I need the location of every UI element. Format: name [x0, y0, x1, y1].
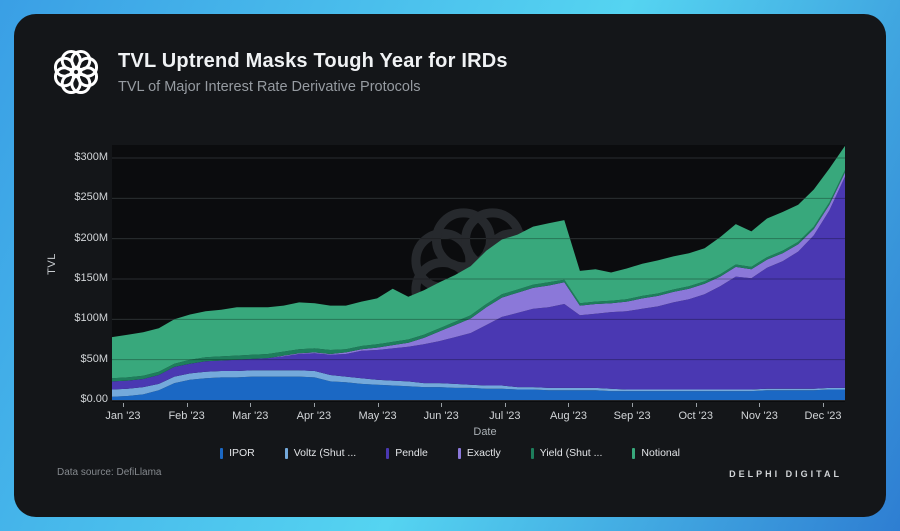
legend-label: Exactly [466, 447, 501, 459]
delphi-digital-wordmark: DELPHI DIGITAL [729, 469, 842, 479]
x-tick-label: Sep '23 [613, 410, 651, 422]
legend-marker-icon [220, 447, 224, 459]
legend-marker-icon [457, 447, 461, 459]
tvl-stacked-area-chart [112, 145, 845, 401]
y-tick-label: $150M [74, 272, 108, 284]
page-title: TVL Uptrend Masks Tough Year for IRDs [118, 49, 508, 72]
y-tick-label: $100M [74, 312, 108, 325]
legend-marker-icon [284, 447, 288, 459]
x-tick-label: Oct '23 [678, 410, 713, 422]
x-tick-mark [695, 403, 697, 407]
x-tick-mark [504, 403, 506, 407]
header: TVL Uptrend Masks Tough Year for IRDs TV… [52, 48, 508, 96]
x-axis-title: Date [473, 426, 497, 438]
legend-item-pendle: Pendle [386, 447, 428, 459]
data-source-note: Data source: DefiLlama [57, 467, 162, 478]
x-tick-label: Jul '23 [489, 410, 521, 422]
y-tick-label: $0.00 [80, 393, 108, 405]
legend-item-yield: Yield (Shut ... [530, 447, 603, 459]
legend-item-ipor: IPOR [220, 447, 255, 459]
legend-marker-icon [632, 447, 636, 459]
legend-item-voltz: Voltz (Shut ... [284, 447, 357, 459]
x-tick-mark [186, 403, 188, 407]
x-tick-mark [568, 403, 570, 407]
x-tick-mark [632, 403, 634, 407]
x-tick-mark [759, 403, 761, 407]
y-tick-label: $250M [74, 191, 108, 204]
legend-label: Yield (Shut ... [539, 447, 603, 459]
y-tick-label: $300M [74, 151, 108, 163]
plot-area [112, 145, 845, 402]
x-tick-label: May '23 [358, 410, 397, 422]
legend-item-exactly: Exactly [457, 447, 501, 459]
page-subtitle: TVL of Major Interest Rate Derivative Pr… [118, 78, 421, 95]
chart-card: TVL Uptrend Masks Tough Year for IRDs TV… [14, 14, 886, 517]
legend-label: IPOR [229, 447, 255, 459]
x-tick-mark [823, 403, 825, 407]
header-text: TVL Uptrend Masks Tough Year for IRDs TV… [118, 50, 508, 95]
legend-marker-icon [386, 447, 390, 459]
x-tick-label: Nov '23 [740, 410, 778, 422]
x-tick-label: Jun '23 [423, 410, 459, 422]
y-tick-label: $50M [80, 352, 108, 365]
x-tick-label: Aug '23 [549, 410, 587, 422]
x-tick-label: Mar '23 [232, 410, 269, 422]
x-tick-mark [250, 403, 252, 407]
x-tick-mark [313, 403, 315, 407]
legend-label: Notional [641, 447, 680, 459]
x-tick-label: Jan '23 [105, 410, 141, 422]
x-tick-label: Feb '23 [168, 410, 205, 422]
x-tick-mark [441, 403, 443, 407]
legend-label: Pendle [395, 447, 428, 459]
legend-marker-icon [530, 447, 534, 459]
legend-label: Voltz (Shut ... [293, 447, 357, 459]
x-tick-mark [123, 403, 124, 407]
x-tick-label: Apr '23 [296, 410, 332, 422]
x-tick-label: Dec '23 [804, 410, 842, 422]
y-tick-label: $200M [74, 231, 108, 244]
x-tick-mark [377, 403, 379, 407]
delphi-logo-icon [53, 49, 99, 95]
chart-legend: IPOR Voltz (Shut ... Pendle Exactly Yield (S… [14, 447, 886, 459]
legend-item-notional: Notional [632, 447, 680, 459]
